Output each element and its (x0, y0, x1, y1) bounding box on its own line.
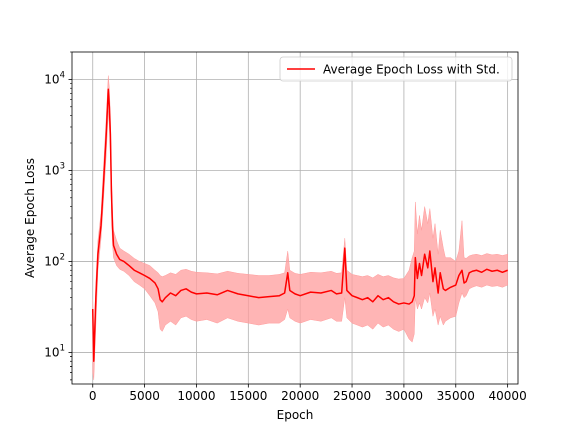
legend-box (279, 56, 513, 82)
x-tick-label: 0 (89, 389, 97, 403)
y-tick-label: 103 (44, 161, 65, 177)
x-tick-label: 35000 (437, 389, 475, 403)
std-band-layer (92, 75, 508, 380)
x-tick-label: 40000 (489, 389, 527, 403)
x-tick-label: 25000 (333, 389, 371, 403)
y-tick-label: 101 (44, 343, 65, 359)
y-tick-label: 102 (44, 252, 65, 268)
series-line-layer (91, 88, 508, 363)
x-tick-label: 5000 (129, 389, 160, 403)
x-tick-label: 10000 (177, 389, 215, 403)
y-axis-label: Average Epoch Loss (23, 158, 37, 278)
y-tick-label: 104 (44, 70, 65, 86)
mean-loss-line (91, 88, 508, 363)
y-axis-ticks: 101 102 103 104 (44, 51, 72, 381)
x-axis-label: Epoch (277, 408, 314, 422)
x-tick-label: 20000 (281, 389, 319, 403)
legend-label: Average Epoch Loss with Std. (323, 63, 500, 77)
x-axis-ticks: 0 5000 10000 15000 20000 25000 30000 35000 40000 (89, 384, 527, 403)
x-tick-label: 30000 (385, 389, 423, 403)
legend: Average Epoch Loss with Std. (279, 56, 513, 82)
std-band (92, 75, 508, 380)
x-tick-label: 15000 (229, 389, 267, 403)
